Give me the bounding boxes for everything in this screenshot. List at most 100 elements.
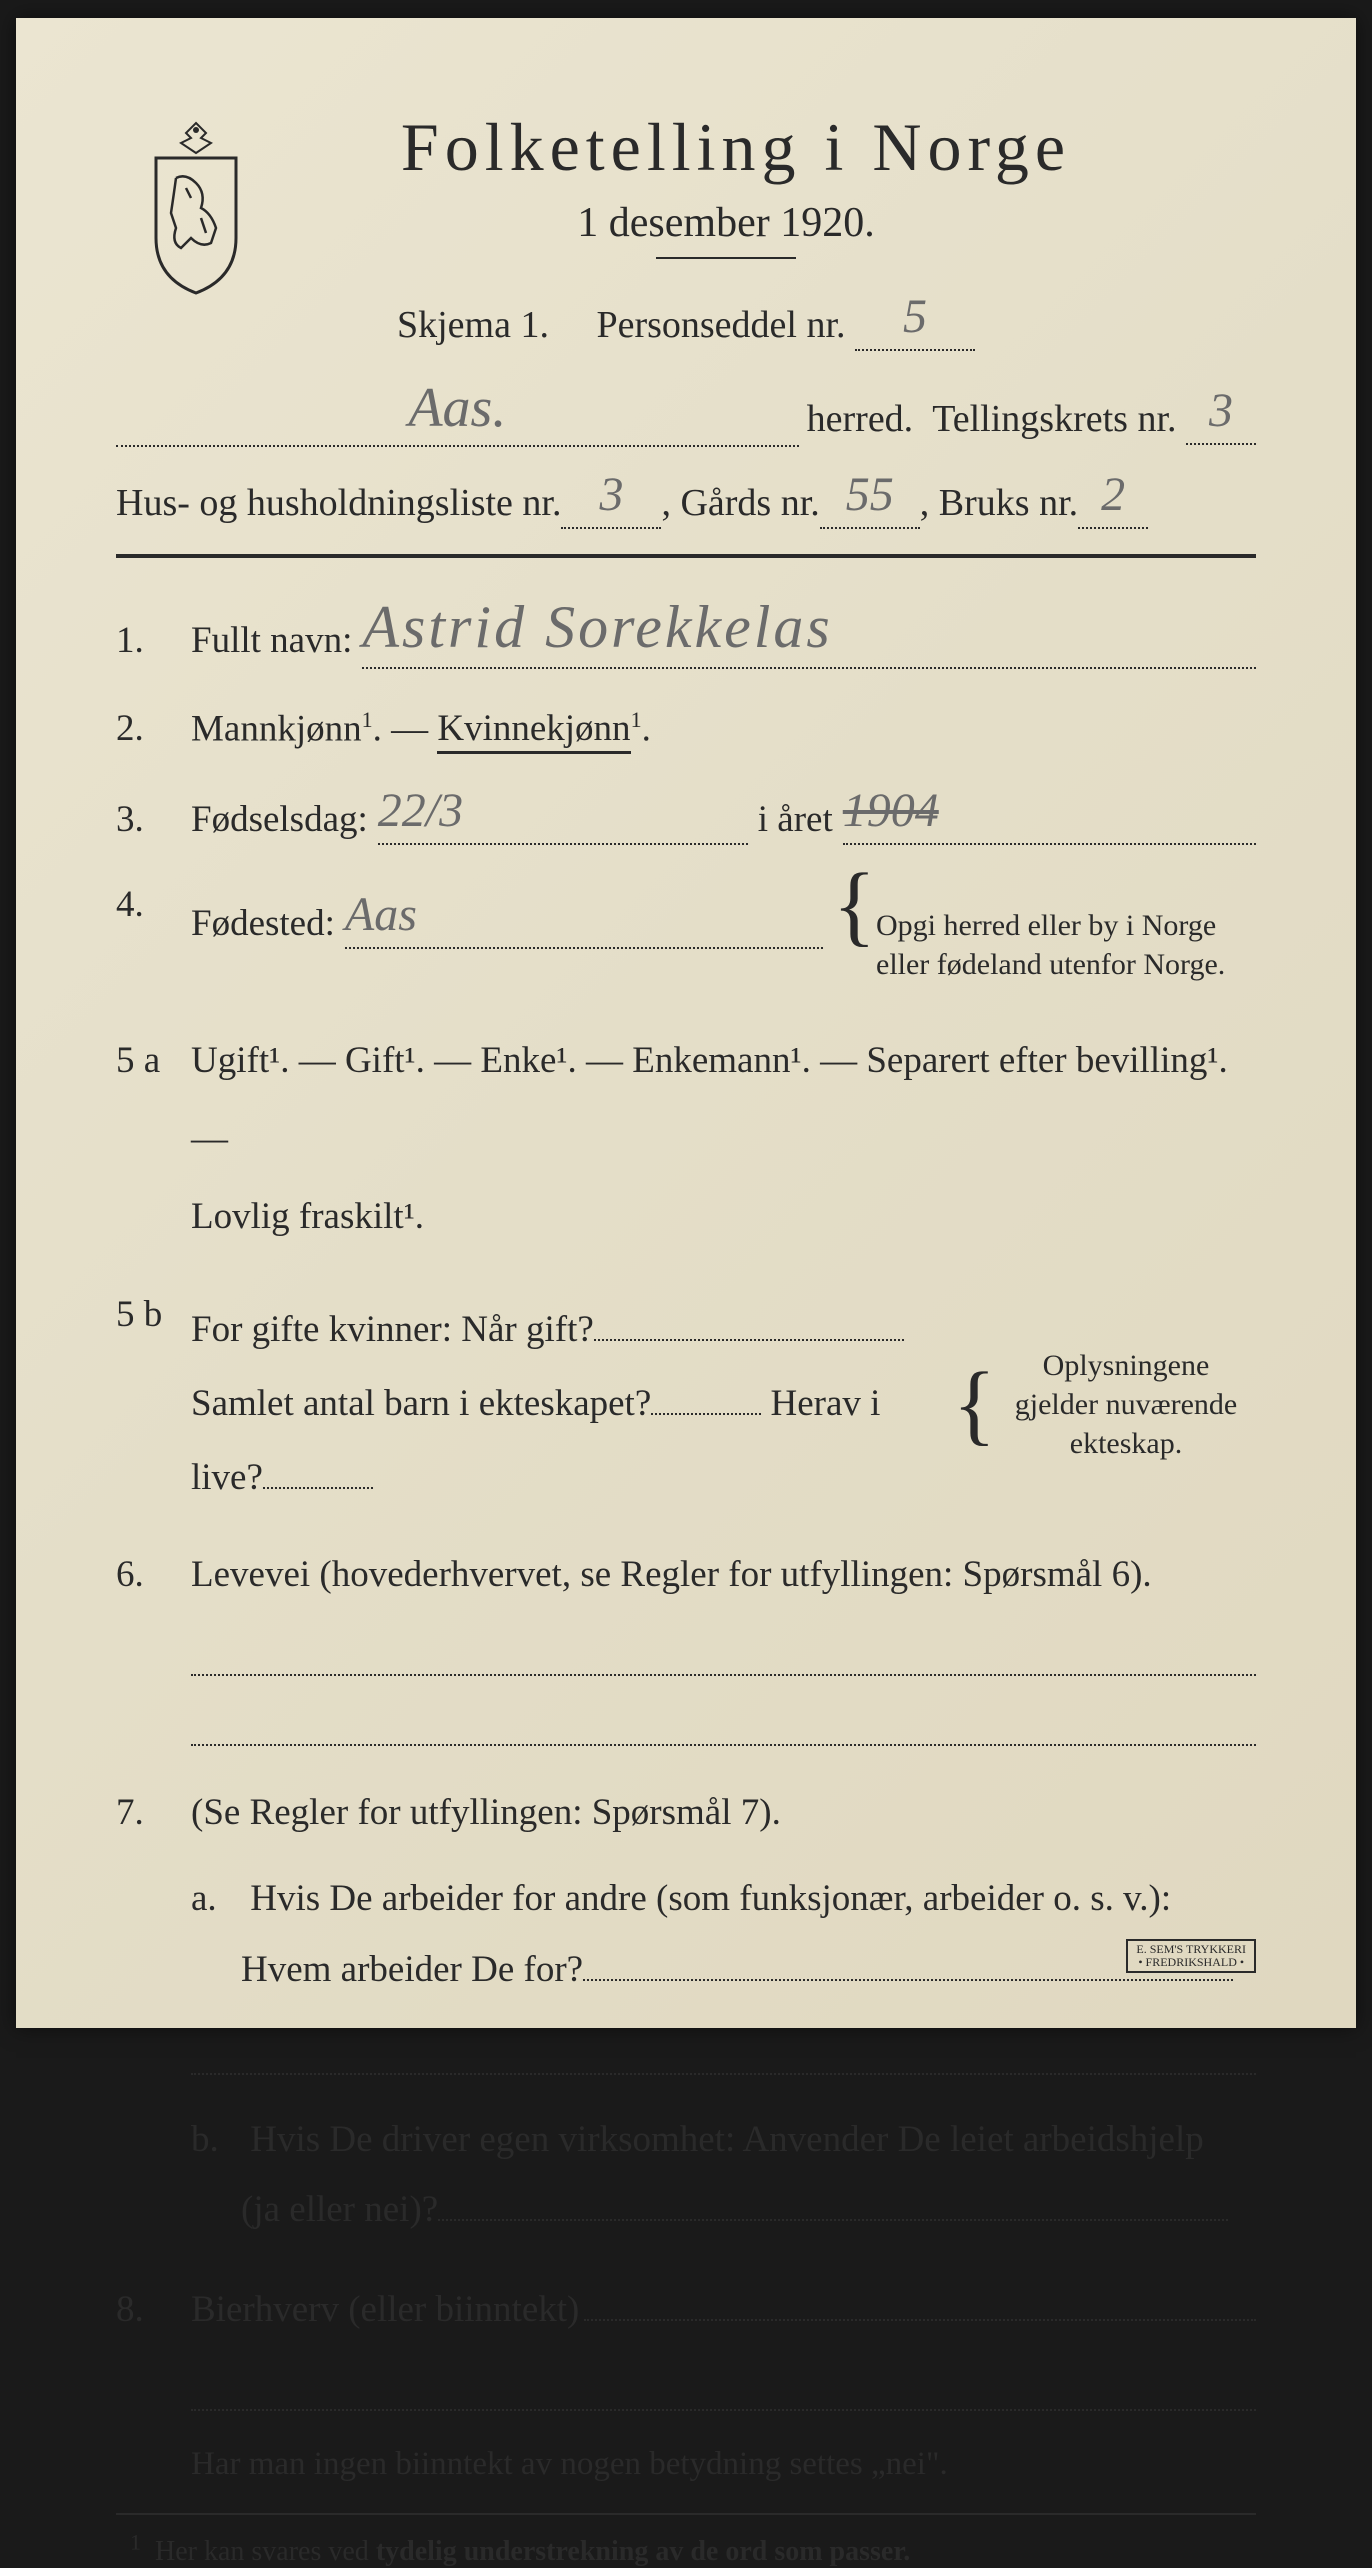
herred-field[interactable]: Aas. [116, 381, 799, 447]
q7b-text1: Hvis De driver egen virksomhet: Anvender… [250, 2119, 1204, 2160]
schema-row: Skjema 1. Personseddel nr. 5 [116, 294, 1256, 351]
hired-help-field[interactable] [438, 2181, 1228, 2221]
q8-num: 8. [116, 2288, 191, 2331]
gards-value: 55 [846, 468, 894, 521]
birthday-value: 22/3 [378, 784, 463, 837]
date-underline [656, 257, 796, 259]
census-form-page: Folketelling i Norge 1 desember 1920. Sk… [16, 18, 1356, 2028]
gards-label: , Gårds nr. [661, 481, 819, 525]
herred-row: Aas. herred. Tellingskrets nr. 3 [116, 381, 1256, 447]
question-3: 3. Fødselsdag: 22/3 i året 1904 [116, 788, 1256, 845]
bruks-value: 2 [1101, 468, 1125, 521]
printer-mark: E. SEM'S TRYKKERI • FREDRIKSHALD • [1126, 1939, 1256, 1973]
hus-row: Hus- og husholdningsliste nr. 3 , Gårds … [116, 472, 1256, 529]
hus-label: Hus- og husholdningsliste nr. [116, 481, 561, 525]
footnote-text: 1 Her kan svares ved tydelig understrekn… [116, 2536, 910, 2567]
question-4: 4. Fødested: Aas { Opgi herred eller by … [116, 883, 1256, 984]
q5b-note1: Oplysningene [1043, 1349, 1210, 1382]
q1-num: 1. [116, 619, 191, 662]
q5a-opts: Ugift¹. — Gift¹. — Enke¹. — Enkemann¹. —… [191, 1040, 1228, 1159]
name-field[interactable]: Astrid Sorekkelas [362, 598, 1256, 669]
q3-year-label: i året [758, 798, 833, 841]
question-5b: 5 b For gifte kvinner: Når gift? Samlet … [116, 1293, 1256, 1515]
bruks-field[interactable]: 2 [1078, 472, 1148, 529]
herred-value: Aas. [408, 377, 506, 439]
bottom-footnote: 1 Her kan svares ved tydelig understrekn… [116, 2513, 1256, 2568]
brace-icon: { [953, 1382, 996, 1427]
q7b-label: b. [191, 2105, 241, 2175]
question-7: 7. (Se Regler for utfyllingen: Spørsmål … [116, 1791, 1256, 1834]
question-7b: b. Hvis De driver egen virksomhet: Anven… [191, 2105, 1256, 2246]
children-field[interactable] [651, 1375, 761, 1415]
q4-note: Opgi herred eller by i Norge eller fødel… [876, 906, 1256, 984]
year-value: 1904 [843, 784, 939, 837]
q5b-note2: gjelder nuværende [1015, 1388, 1237, 1421]
brace-icon: { [833, 883, 876, 928]
form-date: 1 desember 1920. [196, 199, 1256, 247]
hus-field[interactable]: 3 [561, 472, 661, 529]
q7-num: 7. [116, 1791, 191, 1834]
tellingskrets-label: Tellingskrets nr. [932, 397, 1176, 441]
birthplace-field[interactable]: Aas [345, 892, 823, 949]
secondary-field[interactable] [584, 2281, 1256, 2321]
q5b-note: Oplysningene gjelder nuværende ekteskap. [996, 1346, 1256, 1463]
hus-value: 3 [599, 468, 623, 521]
q7a-line[interactable] [191, 2005, 1256, 2075]
q3-label: Fødselsdag: [191, 798, 368, 841]
question-1: 1. Fullt navn: Astrid Sorekkelas [116, 598, 1256, 669]
q8-line[interactable] [191, 2341, 1256, 2411]
q2-kvinne: Kvinnekjønn [437, 708, 630, 754]
marriage-year-field[interactable] [594, 1301, 904, 1341]
birthplace-value: Aas [345, 888, 417, 941]
q6-line2[interactable] [191, 1676, 1256, 1746]
printer-line1: E. SEM'S TRYKKERI [1136, 1942, 1246, 1956]
printer-line2: • FREDRIKSHALD • [1138, 1955, 1244, 1969]
gards-field[interactable]: 55 [820, 472, 920, 529]
q5a-num: 5 a [116, 1039, 191, 1082]
personseddel-label: Personseddel nr. [596, 304, 845, 346]
q4-note2: eller fødeland utenfor Norge. [876, 948, 1225, 981]
tellingskrets-field[interactable]: 3 [1186, 388, 1256, 445]
personseddel-value: 5 [903, 290, 927, 343]
q6-line1[interactable] [191, 1606, 1256, 1676]
crest-svg [126, 118, 266, 298]
q1-label: Fullt navn: [191, 619, 352, 662]
q5a-opts2: Lovlig fraskilt¹. [191, 1196, 424, 1237]
q5b-label1: For gifte kvinner: Når gift? [191, 1309, 594, 1350]
q7b-text2: (ja eller nei)? [241, 2189, 438, 2230]
question-7a: a. Hvis De arbeider for andre (som funks… [191, 1864, 1256, 2005]
year-field[interactable]: 1904 [843, 788, 1256, 845]
birthday-field[interactable]: 22/3 [378, 788, 748, 845]
q7a-text1: Hvis De arbeider for andre (som funksjon… [250, 1878, 1171, 1919]
form-title: Folketelling i Norge [216, 108, 1256, 187]
tellingskrets-value: 3 [1209, 384, 1233, 437]
herred-label: herred. [807, 397, 914, 441]
name-value: Astrid Sorekkelas [362, 594, 832, 660]
q3-num: 3. [116, 798, 191, 841]
q2-mann: Mannkjønn [191, 708, 362, 749]
q2-num: 2. [116, 707, 191, 750]
q4-label: Fødested: [191, 902, 335, 945]
q7a-label: a. [191, 1864, 241, 1934]
q6-num: 6. [116, 1553, 191, 1596]
q4-num: 4. [116, 883, 191, 926]
q5b-label2: Samlet antal barn i ekteskapet? [191, 1383, 651, 1424]
personseddel-field[interactable]: 5 [855, 294, 975, 351]
question-8: 8. Bierhverv (eller biinntekt) [116, 2281, 1256, 2331]
q5b-note3: ekteskap. [1070, 1427, 1182, 1460]
alive-field[interactable] [263, 1449, 373, 1489]
question-5a: 5 a Ugift¹. — Gift¹. — Enke¹. — Enkemann… [116, 1022, 1256, 1255]
bruks-label: , Bruks nr. [920, 481, 1078, 525]
footer-note: Har man ingen biinntekt av nogen betydni… [191, 2446, 1256, 2483]
divider [116, 554, 1256, 558]
form-header: Folketelling i Norge 1 desember 1920. [116, 108, 1256, 259]
q6-label: Levevei (hovederhvervet, se Regler for u… [191, 1553, 1256, 1596]
question-6: 6. Levevei (hovederhvervet, se Regler fo… [116, 1553, 1256, 1596]
q8-label: Bierhverv (eller biinntekt) [191, 2288, 579, 2331]
q5b-num: 5 b [116, 1293, 191, 1336]
question-2: 2. Mannkjønn1. — Kvinnekjønn1. [116, 707, 1256, 750]
coat-of-arms-icon [126, 118, 266, 298]
q7a-text2: Hvem arbeider De for? [241, 1949, 583, 1990]
q7-label: (Se Regler for utfyllingen: Spørsmål 7). [191, 1791, 1256, 1834]
q2-dash: — [391, 708, 437, 749]
